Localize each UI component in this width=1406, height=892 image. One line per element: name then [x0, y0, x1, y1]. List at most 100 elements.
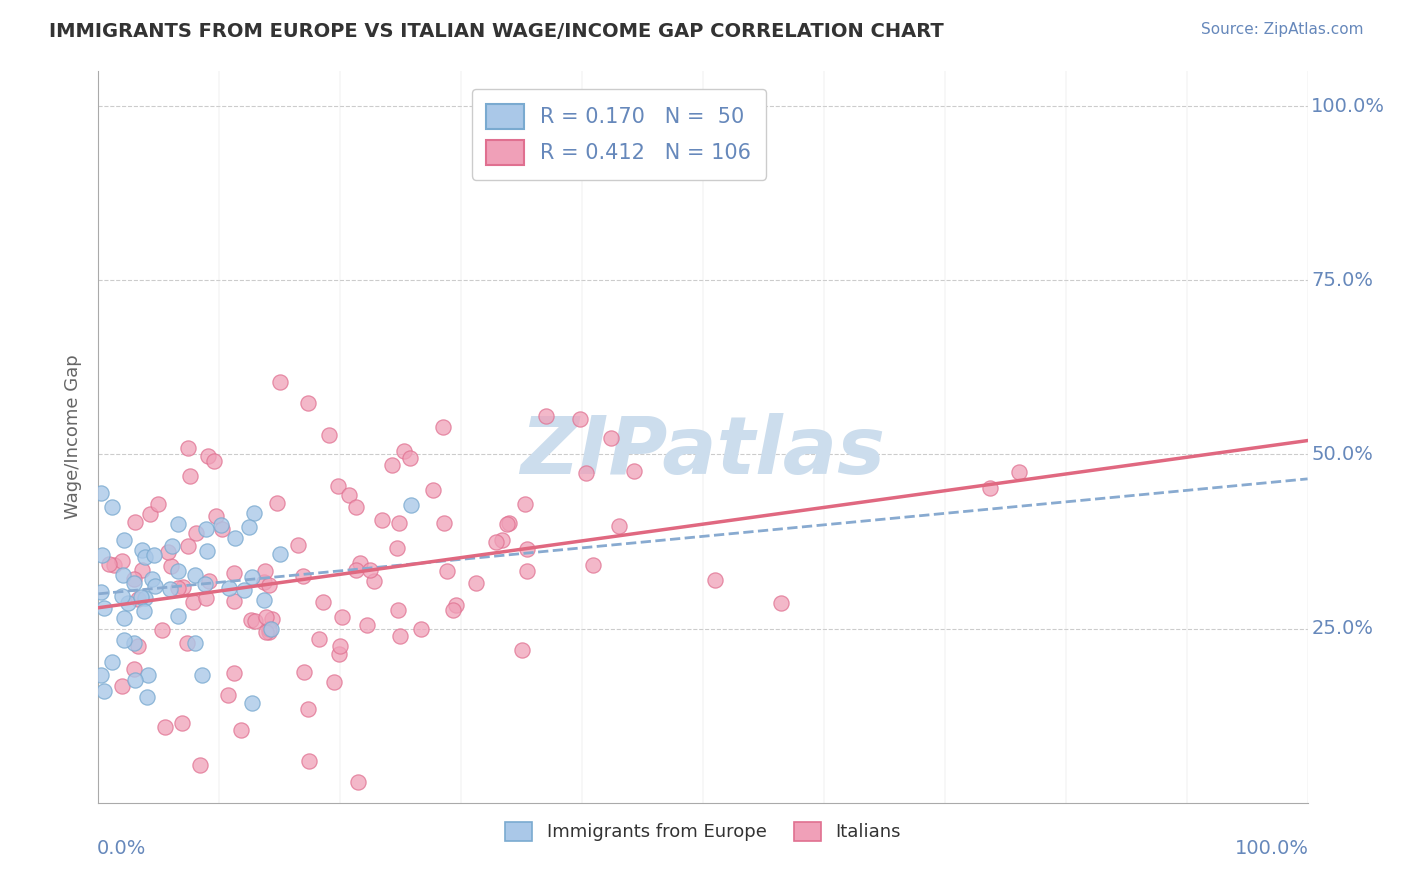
Point [465, 576, 488, 591]
Point [433, 516, 456, 530]
Point [159, 582, 181, 597]
Point [259, 622, 281, 636]
Point [346, 563, 368, 577]
Point [238, 520, 260, 534]
Point [179, 469, 201, 483]
Point [381, 458, 404, 473]
Point [259, 622, 281, 636]
Point [134, 549, 156, 564]
Point [385, 541, 408, 555]
Point [311, 594, 333, 608]
Point [498, 516, 520, 531]
Point [254, 624, 277, 639]
Point [122, 636, 145, 650]
Point [90, 485, 112, 500]
Point [607, 519, 630, 533]
Point [318, 428, 340, 442]
Point [202, 454, 225, 468]
Point [167, 564, 190, 578]
Point [253, 564, 276, 578]
Point [159, 558, 181, 573]
Point [513, 497, 536, 511]
Point [111, 554, 134, 568]
Point [229, 723, 252, 738]
Point [134, 604, 156, 618]
Text: 25.0%: 25.0% [1312, 619, 1374, 638]
Point [222, 594, 245, 608]
Point [388, 516, 411, 530]
Point [166, 517, 188, 532]
Point [176, 441, 198, 455]
Point [349, 556, 371, 570]
Point [441, 602, 464, 616]
Point [195, 591, 218, 605]
Point [484, 535, 506, 549]
Point [444, 599, 467, 613]
Point [979, 481, 1001, 495]
Point [422, 483, 444, 497]
Point [139, 507, 162, 521]
Point [495, 517, 517, 532]
Point [770, 596, 793, 610]
Point [363, 574, 385, 588]
Point [359, 563, 381, 577]
Point [328, 647, 350, 661]
Point [112, 633, 135, 648]
Point [111, 679, 134, 693]
Point [188, 757, 211, 772]
Text: IMMIGRANTS FROM EUROPE VS ITALIAN WAGE/INCOME GAP CORRELATION CHART: IMMIGRANTS FROM EUROPE VS ITALIAN WAGE/I… [49, 22, 943, 41]
Point [194, 522, 217, 536]
Point [287, 538, 309, 552]
Point [184, 525, 207, 540]
Point [344, 500, 367, 515]
Point [326, 479, 349, 493]
Point [93, 684, 115, 698]
Point [291, 569, 314, 583]
Point [124, 572, 146, 586]
Point [181, 595, 204, 609]
Point [172, 580, 194, 594]
Point [90, 668, 112, 682]
Point [124, 515, 146, 529]
Point [266, 496, 288, 510]
Point [127, 639, 149, 653]
Point [436, 565, 458, 579]
Point [392, 443, 415, 458]
Point [582, 558, 605, 572]
Point [516, 542, 538, 557]
Point [93, 601, 115, 615]
Point [131, 563, 153, 577]
Point [117, 596, 139, 610]
Text: 75.0%: 75.0% [1312, 271, 1374, 290]
Point [297, 701, 319, 715]
Point [177, 540, 200, 554]
Point [432, 420, 454, 434]
Point [211, 522, 233, 536]
Point [222, 666, 245, 681]
Point [534, 409, 557, 423]
Point [356, 618, 378, 632]
Point [197, 574, 219, 589]
Point [259, 578, 281, 592]
Point [176, 635, 198, 649]
Text: 50.0%: 50.0% [1312, 445, 1374, 464]
Point [298, 754, 321, 768]
Text: 100.0%: 100.0% [1234, 839, 1309, 858]
Point [184, 636, 207, 650]
Point [600, 431, 623, 445]
Point [254, 609, 277, 624]
Point [172, 715, 194, 730]
Point [240, 697, 263, 711]
Point [160, 539, 183, 553]
Point [122, 662, 145, 676]
Point [134, 591, 156, 606]
Point [146, 498, 169, 512]
Point [703, 573, 725, 587]
Point [204, 508, 226, 523]
Point [240, 570, 263, 584]
Point [240, 614, 263, 628]
Point [409, 622, 432, 636]
Point [101, 500, 124, 514]
Point [217, 688, 239, 702]
Point [136, 668, 159, 682]
